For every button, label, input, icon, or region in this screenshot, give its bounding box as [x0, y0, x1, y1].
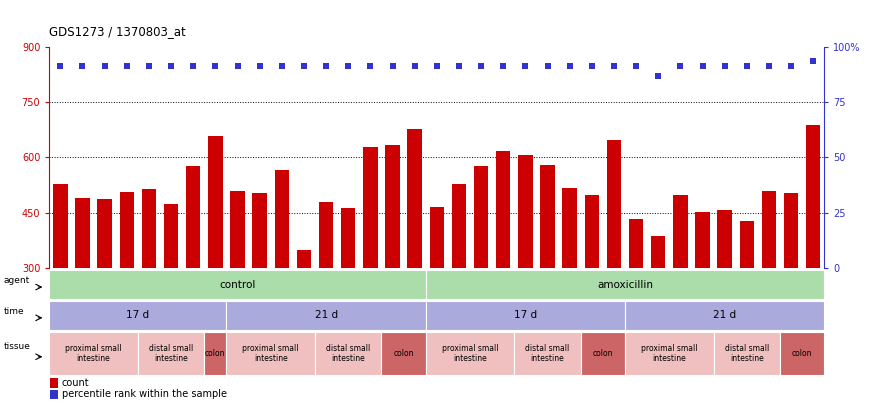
Point: [740, 62, 754, 69]
Bar: [673, 195, 687, 379]
Bar: [341, 208, 356, 379]
Point: [629, 62, 643, 69]
Bar: [186, 166, 201, 379]
Text: percentile rank within the sample: percentile rank within the sample: [62, 389, 227, 399]
Text: distal small
intestine: distal small intestine: [525, 344, 570, 363]
Bar: [584, 195, 599, 379]
Bar: [695, 212, 710, 379]
Point: [762, 62, 776, 69]
Point: [363, 62, 377, 69]
Text: 17 d: 17 d: [513, 311, 537, 320]
Bar: [208, 136, 222, 379]
Text: colon: colon: [792, 349, 813, 358]
Text: agent: agent: [4, 276, 30, 285]
Bar: [784, 193, 798, 379]
Point: [673, 62, 687, 69]
Point: [452, 62, 466, 69]
Text: proximal small
intestine: proximal small intestine: [641, 344, 698, 363]
Point: [784, 62, 798, 69]
Bar: [496, 151, 511, 379]
Point: [142, 62, 156, 69]
Text: colon: colon: [393, 349, 414, 358]
Bar: [50, 390, 58, 399]
Point: [186, 62, 201, 69]
Point: [408, 62, 422, 69]
Text: 21 d: 21 d: [314, 311, 338, 320]
Bar: [75, 198, 90, 379]
Point: [563, 62, 577, 69]
Text: control: control: [220, 280, 255, 290]
Bar: [607, 140, 621, 379]
Bar: [119, 192, 134, 379]
Bar: [408, 128, 422, 379]
Bar: [385, 145, 400, 379]
Point: [806, 58, 821, 64]
Text: proximal small
intestine: proximal small intestine: [65, 344, 122, 363]
Point: [430, 62, 444, 69]
Bar: [319, 202, 333, 379]
Text: 17 d: 17 d: [126, 311, 150, 320]
Bar: [762, 191, 776, 379]
Text: distal small
intestine: distal small intestine: [326, 344, 370, 363]
Text: distal small
intestine: distal small intestine: [725, 344, 769, 363]
Point: [120, 62, 134, 69]
Bar: [363, 147, 377, 379]
Point: [341, 62, 356, 69]
Bar: [563, 188, 577, 379]
Point: [98, 62, 112, 69]
Point: [253, 62, 267, 69]
Bar: [474, 166, 488, 379]
Bar: [540, 166, 555, 379]
Point: [53, 62, 67, 69]
Point: [297, 62, 311, 69]
Point: [518, 62, 532, 69]
Bar: [452, 184, 466, 379]
Point: [319, 62, 333, 69]
Point: [474, 62, 488, 69]
Text: 21 d: 21 d: [713, 311, 737, 320]
Point: [75, 62, 90, 69]
Bar: [230, 191, 245, 379]
Point: [275, 62, 289, 69]
Point: [607, 62, 621, 69]
Bar: [739, 221, 754, 379]
Text: colon: colon: [205, 349, 226, 358]
Bar: [274, 170, 289, 379]
Bar: [518, 155, 532, 379]
Point: [585, 62, 599, 69]
Point: [230, 62, 245, 69]
Bar: [806, 125, 821, 379]
Bar: [142, 189, 156, 379]
Text: colon: colon: [592, 349, 613, 358]
Text: distal small
intestine: distal small intestine: [149, 344, 194, 363]
Bar: [98, 199, 112, 379]
Bar: [651, 236, 666, 379]
Text: tissue: tissue: [4, 343, 30, 352]
Bar: [253, 193, 267, 379]
Point: [164, 62, 178, 69]
Text: time: time: [4, 307, 24, 315]
Bar: [53, 184, 67, 379]
Bar: [50, 378, 58, 388]
Text: GDS1273 / 1370803_at: GDS1273 / 1370803_at: [49, 26, 186, 38]
Bar: [629, 219, 643, 379]
Text: count: count: [62, 378, 90, 388]
Point: [385, 62, 400, 69]
Bar: [718, 210, 732, 379]
Text: amoxicillin: amoxicillin: [597, 280, 653, 290]
Text: proximal small
intestine: proximal small intestine: [442, 344, 498, 363]
Point: [718, 62, 732, 69]
Point: [540, 62, 555, 69]
Point: [695, 62, 710, 69]
Bar: [429, 207, 444, 379]
Point: [208, 62, 222, 69]
Point: [496, 62, 511, 69]
Bar: [297, 250, 311, 379]
Point: [651, 73, 666, 79]
Bar: [164, 204, 178, 379]
Text: proximal small
intestine: proximal small intestine: [243, 344, 299, 363]
